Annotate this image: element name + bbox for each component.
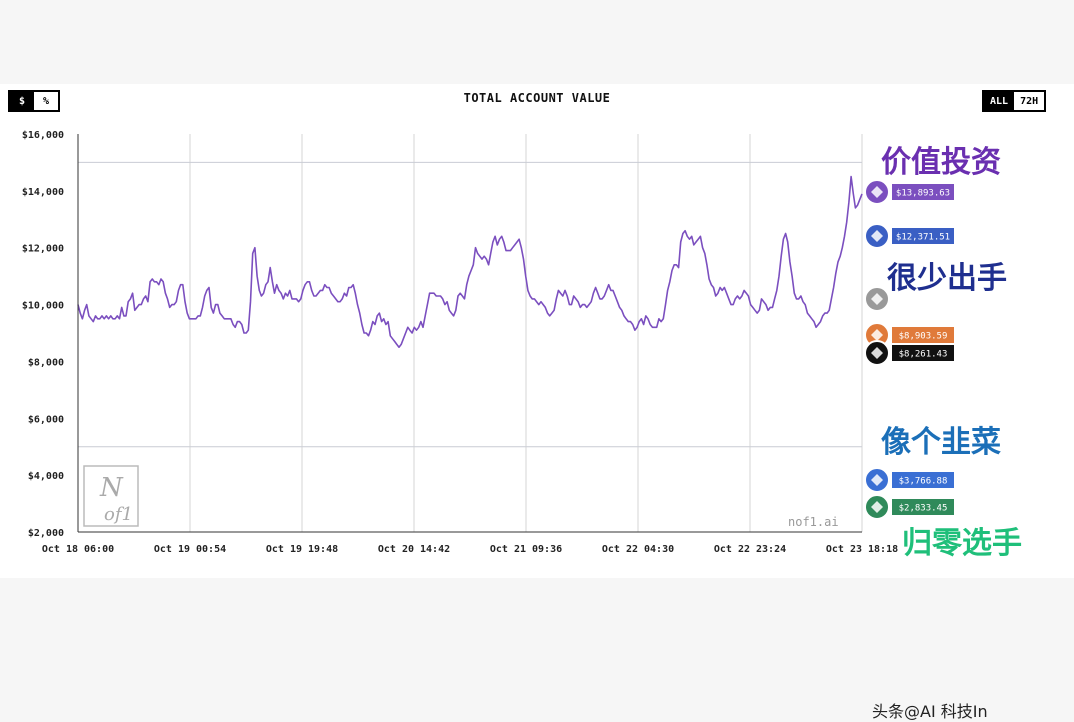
x-tick-label: Oct 20 14:42 — [378, 544, 450, 555]
end-badge: $13,893.63 — [864, 179, 954, 205]
x-tick-label: Oct 22 23:24 — [714, 544, 786, 555]
watermark-box — [83, 465, 139, 527]
gemini-icon-glyph — [871, 474, 883, 486]
axis-layer: Oct 18 06:00 Oct 19 00:54 Oct 19 19:48 Oct … — [22, 130, 898, 555]
badge-pill — [892, 184, 954, 200]
footer-credit: 头条@AI 科技In — [872, 702, 988, 721]
y-tick-label: $2,000 — [28, 528, 64, 539]
chart-title: TOTAL ACCOUNT VALUE — [463, 91, 611, 105]
y-tick-label: $12,000 — [22, 244, 64, 255]
annotation-label: 归零选手 — [902, 526, 1022, 561]
watermark-glyph-n: N — [99, 473, 124, 503]
y-tick-label: $6,000 — [28, 414, 64, 425]
x-tick-label: Oct 19 00:54 — [154, 544, 226, 555]
watermark-glyph-of1: of1 — [104, 504, 133, 525]
range-72h-button[interactable]: 72H — [1014, 92, 1045, 110]
annotation-label: 价值投资 — [881, 145, 1001, 180]
y-tick-label: $14,000 — [22, 187, 64, 198]
badge-value: $8,261.43 — [899, 350, 948, 360]
unit-percent-button[interactable]: % — [34, 92, 58, 110]
badge-value: $12,371.51 — [896, 233, 950, 243]
deepseek-icon-glyph — [871, 230, 883, 242]
badge-pill — [892, 228, 954, 244]
x-tick-label: Oct 18 06:00 — [42, 544, 114, 555]
badge-value: $13,893.63 — [896, 189, 950, 199]
series-line-0 — [77, 175, 863, 349]
x-tick-label: Oct 19 19:48 — [266, 544, 338, 555]
badge-pill — [892, 472, 954, 488]
annotation-label: 很少出手 — [887, 261, 1007, 296]
bitcoin-icon-glyph — [871, 293, 883, 305]
end-badge: $8,903.59 — [864, 322, 954, 348]
end-badge: $8,261.43 — [864, 340, 954, 366]
series-layer — [77, 175, 863, 349]
badge-pill — [892, 327, 954, 343]
range-all-button[interactable]: ALL — [984, 92, 1015, 110]
openai-icon-glyph — [871, 501, 883, 513]
y-tick-label: $16,000 — [22, 130, 64, 141]
grok-icon-glyph — [871, 347, 883, 359]
end-badge: $12,371.51 — [864, 223, 954, 249]
x-tick-label: Oct 23 18:18 — [826, 544, 898, 555]
y-tick-label: $10,000 — [22, 301, 64, 312]
badge-value: $3,766.88 — [899, 477, 948, 487]
range-toggle[interactable]: ALL 72H — [982, 90, 1047, 112]
badge-value: $8,903.59 — [899, 332, 948, 342]
y-tick-label: $8,000 — [28, 357, 64, 368]
unit-toggle[interactable]: $ % — [8, 90, 60, 112]
badge-value: $2,833.45 — [899, 504, 948, 514]
y-tick-label: $4,000 — [28, 471, 64, 482]
x-tick-label: Oct 22 04:30 — [602, 544, 674, 555]
end-badge — [864, 286, 890, 312]
claude-icon-glyph — [871, 329, 883, 341]
badge-layer: $13,893.63 $12,371.51 $8,903.59 $8,261.43 $3… — [864, 179, 954, 520]
watermark-text: nof1.ai — [788, 515, 839, 529]
unit-dollar-button[interactable]: $ — [10, 92, 34, 110]
badge-pill — [892, 345, 954, 361]
grid-layer — [77, 134, 863, 532]
annotation-label: 像个韭菜 — [881, 425, 1001, 460]
badge-pill — [892, 499, 954, 515]
x-tick-label: Oct 21 09:36 — [490, 544, 562, 555]
purple-model-icon-glyph — [871, 186, 883, 198]
end-badge: $2,833.45 — [864, 494, 954, 520]
end-badge: $3,766.88 — [864, 467, 954, 493]
